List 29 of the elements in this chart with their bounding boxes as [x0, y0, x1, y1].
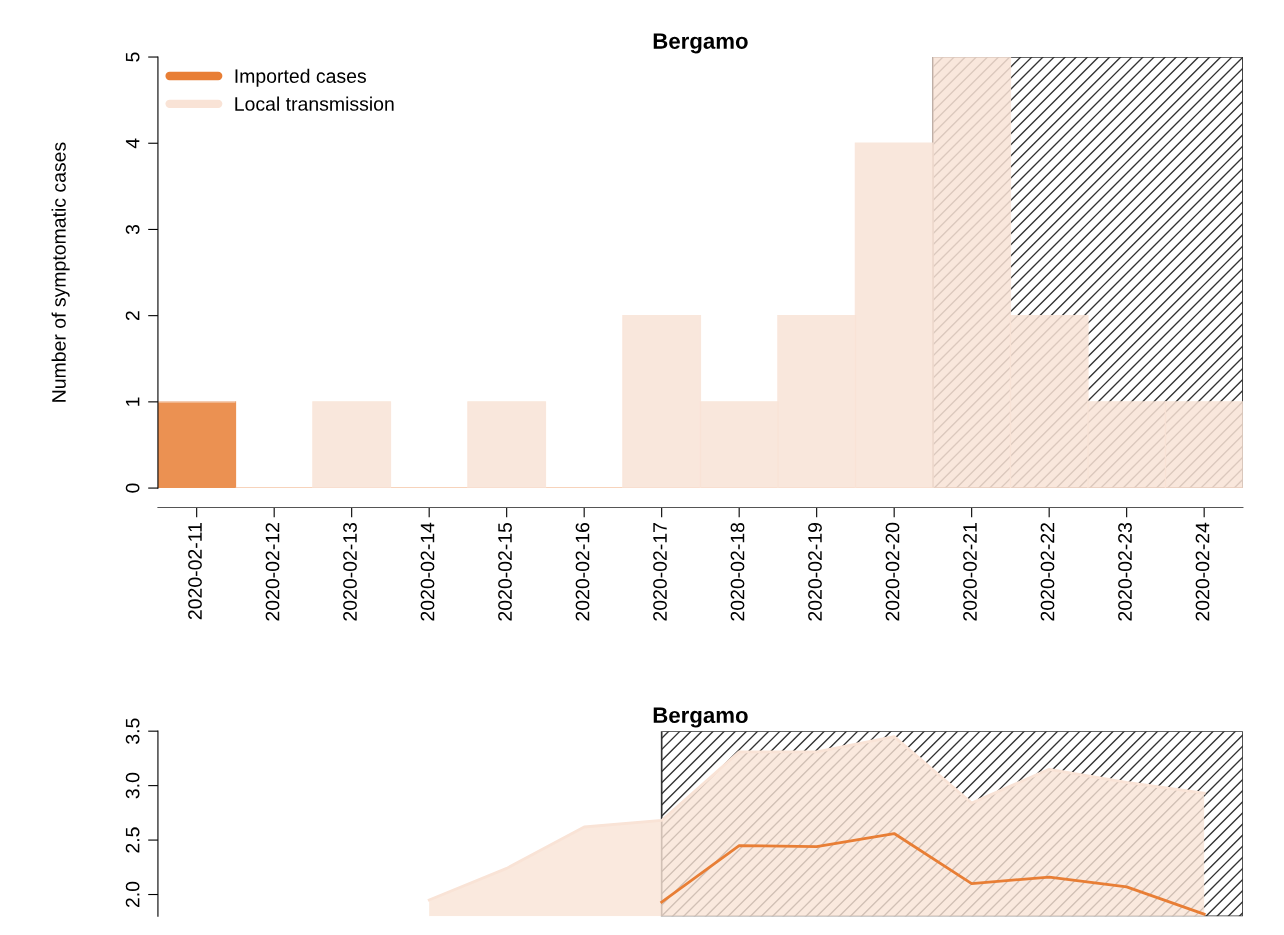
y-tick-label: 3.0: [125, 772, 140, 799]
x-tick-label: 2020-02-15: [498, 522, 512, 621]
x-tick-label: 2020-02-12: [265, 523, 280, 621]
y-tick-label: 2.0: [125, 881, 140, 908]
x-tick-label: 2020-02-14: [420, 522, 435, 621]
x-tick-label: 2020-02-20: [885, 522, 900, 621]
chart-title: Bergamo: [653, 33, 748, 54]
y-tick-label: 3: [125, 224, 140, 235]
x-tick-label: 2020-02-21: [963, 523, 977, 621]
y-tick-label: 2: [125, 311, 140, 321]
x-tick-label: 2020-02-17: [653, 523, 667, 621]
x-tick-label: 2020-02-13: [343, 522, 357, 621]
legend-label: Imported cases: [235, 68, 366, 87]
x-tick-label: 2020-02-19: [808, 523, 822, 621]
y-tick-label: 4: [125, 138, 140, 149]
y-axis-title: Number of symptomatic cases: [51, 142, 70, 402]
legend-label: Local transmission: [235, 96, 394, 111]
y-tick-label: 0: [125, 483, 140, 493]
y-tick-label: 5: [125, 52, 140, 62]
x-tick-label: 2020-02-23: [1118, 522, 1132, 621]
x-tick-label: 2020-02-24: [1195, 522, 1210, 621]
chart-title: Bergamo: [653, 707, 748, 728]
y-tick-label: 2.5: [125, 827, 140, 853]
y-tick-label: 1: [125, 397, 140, 406]
y-tick-label: 3.5: [125, 718, 140, 744]
x-tick-label: 2020-02-18: [730, 522, 745, 621]
x-tick-label: 2020-02-22: [1040, 523, 1055, 621]
x-tick-label: 2020-02-11: [188, 523, 202, 620]
x-tick-label: 2020-02-16: [575, 522, 590, 621]
